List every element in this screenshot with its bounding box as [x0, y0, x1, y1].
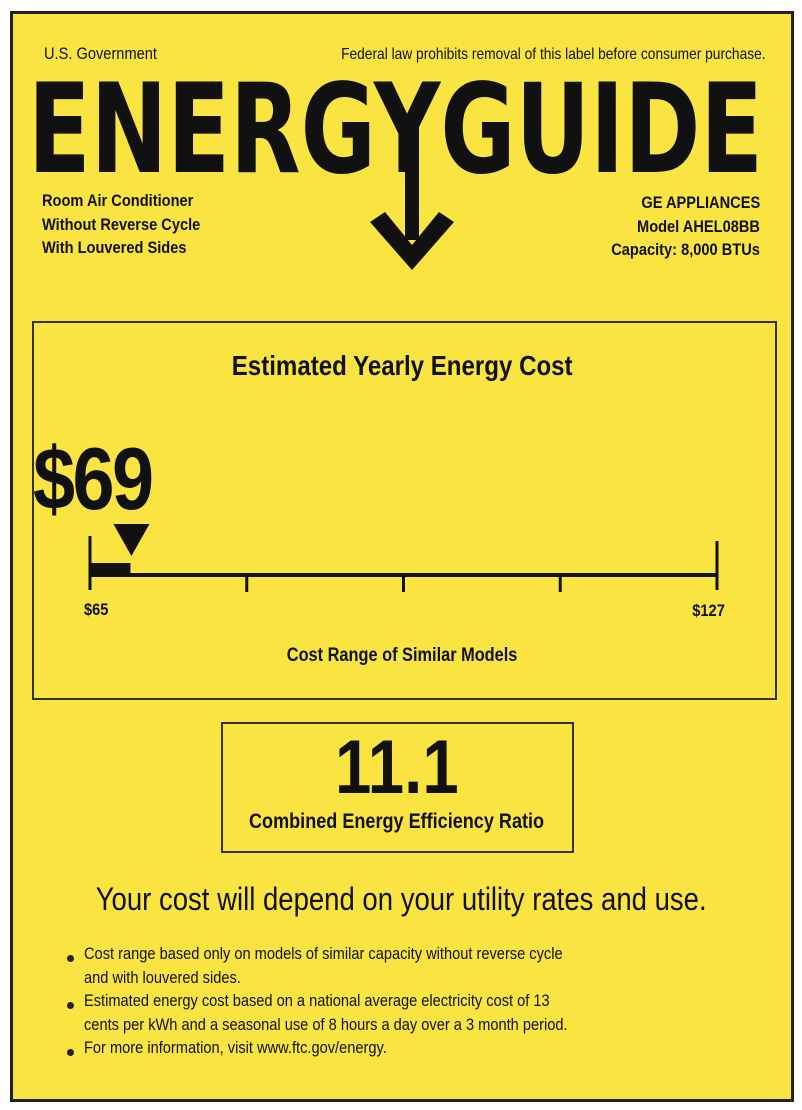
efficiency-caption: Combined Energy Efficiency Ratio: [248, 810, 545, 833]
arrow-down-icon: [370, 120, 454, 270]
efficiency-box: [221, 722, 574, 853]
footnote-item: Cost range based only on models of simil…: [84, 944, 563, 963]
footnotes: Cost range based only on models of simil…: [84, 942, 646, 1060]
product-type: Room Air Conditioner Without Reverse Cyc…: [42, 191, 201, 257]
removal-notice: Federal law prohibits removal of this la…: [341, 46, 766, 63]
footnote-item: Estimated energy cost based on a nationa…: [84, 991, 550, 1010]
energyguide-logo: ENERGYGUIDE: [28, 58, 763, 270]
bullet-icon: [67, 955, 74, 962]
efficiency-value: 11.1: [334, 725, 459, 810]
cost-box: [32, 321, 777, 700]
footnote-item: For more information, visit www.ftc.gov/…: [84, 1038, 387, 1057]
cost-pointer-icon: [113, 524, 150, 556]
us-government-text: U.S. Government: [44, 44, 157, 63]
cost-scale: [88, 524, 719, 592]
max-cost-label: $127: [692, 601, 725, 620]
cost-value: $69: [33, 429, 154, 528]
min-cost-label: $65: [84, 600, 109, 619]
cost-range-caption: Cost Range of Similar Models: [287, 645, 518, 666]
bullet-icon: [67, 1002, 74, 1009]
utility-headline: Your cost will depend on your utility ra…: [95, 881, 707, 917]
cost-title: Estimated Yearly Energy Cost: [232, 350, 573, 381]
product-maker: GE APPLIANCES Model AHEL08BB Capacity: 8…: [611, 193, 760, 259]
energyguide-label: [10, 11, 794, 1102]
logo-text: ENERGYGUIDE: [28, 58, 763, 202]
cost-marker-bar: [90, 563, 131, 575]
bullet-icon: [67, 1049, 74, 1056]
